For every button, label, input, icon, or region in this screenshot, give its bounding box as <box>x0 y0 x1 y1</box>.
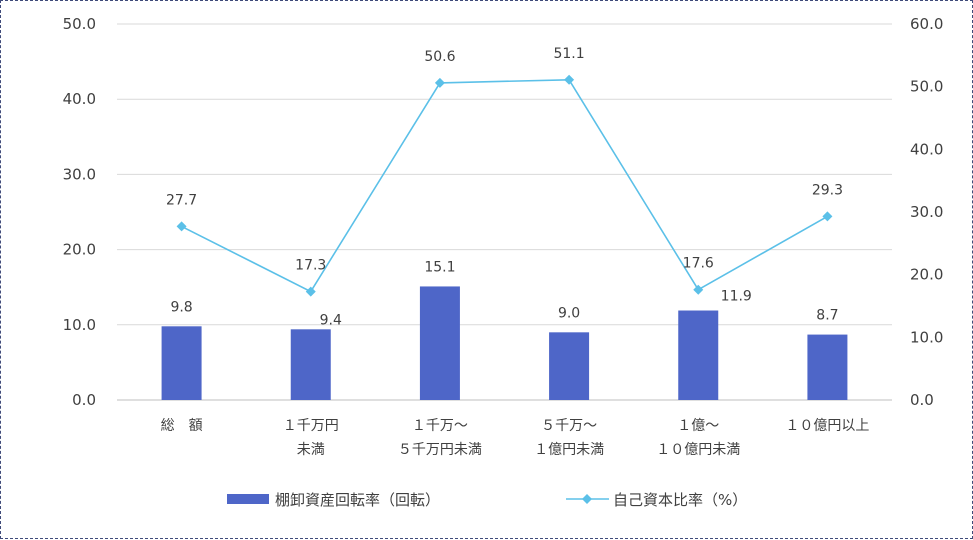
x-category-label: １千万～ <box>412 418 468 434</box>
line-point-diamond <box>305 286 316 297</box>
y-left-tick-label: 30.0 <box>63 165 96 183</box>
bar <box>807 334 848 400</box>
bar <box>290 329 331 400</box>
y-left-tick-label: 10.0 <box>63 316 96 334</box>
y-axis-right: 0.0 10.0 20.0 30.0 40.0 50.0 60.0 <box>910 15 943 409</box>
gridlines <box>117 23 892 401</box>
line-data-label: 29.3 <box>812 182 843 198</box>
y-right-tick-label: 0.0 <box>910 391 934 409</box>
x-category-label: ５千万円未満 <box>398 442 482 458</box>
y-right-tick-label: 40.0 <box>910 140 943 158</box>
line-path <box>181 78 828 293</box>
line-data-labels: 27.7 17.3 50.6 51.1 17.6 29.3 <box>166 46 843 274</box>
x-category-label: １億円未満 <box>534 442 604 458</box>
bar <box>161 326 202 400</box>
line-data-label: 51.1 <box>553 46 584 62</box>
line-series <box>176 74 833 297</box>
bar-data-label: 9.8 <box>170 299 192 315</box>
bar <box>549 332 590 400</box>
legend-marker-diamond-icon <box>582 494 592 504</box>
legend-label-line: 自己資本比率（%） <box>613 491 747 509</box>
bar-series <box>161 286 848 400</box>
x-category-label: １０億円未満 <box>656 442 740 458</box>
x-category-label: １千万円 <box>283 418 339 434</box>
bar-data-label: 9.4 <box>320 312 342 328</box>
y-right-tick-label: 30.0 <box>910 203 943 221</box>
bar <box>419 286 460 400</box>
x-category-label: １０億円以上 <box>785 418 869 434</box>
bar-data-label: 8.7 <box>816 308 838 324</box>
y-right-tick-label: 60.0 <box>910 15 943 33</box>
line-point-diamond <box>564 74 575 85</box>
legend-swatch-bar <box>227 494 269 504</box>
x-category-label: 未満 <box>297 442 325 458</box>
y-left-tick-label: 0.0 <box>72 391 96 409</box>
x-category-label: 総 額 <box>161 418 203 434</box>
bar-data-labels: 9.8 9.4 15.1 9.0 11.9 8.7 <box>170 259 838 328</box>
line-point-diamond <box>822 211 833 222</box>
y-axis-left: 0.0 10.0 20.0 30.0 40.0 50.0 <box>63 15 96 409</box>
line-point-diamond <box>176 221 187 232</box>
y-right-tick-label: 50.0 <box>910 78 943 96</box>
legend: 棚卸資産回転率（回転） 自己資本比率（%） <box>227 491 747 509</box>
line-data-label: 17.6 <box>683 256 714 272</box>
line-data-label: 17.3 <box>295 258 326 274</box>
y-right-tick-label: 20.0 <box>910 266 943 284</box>
legend-label-bar: 棚卸資産回転率（回転） <box>275 491 440 509</box>
bar-data-label: 15.1 <box>424 259 455 275</box>
bar-data-label: 11.9 <box>721 289 752 305</box>
x-category-label: １億～ <box>677 418 719 434</box>
line-point-diamond <box>434 77 445 88</box>
line-point-diamond <box>693 284 704 295</box>
y-left-tick-label: 20.0 <box>63 241 96 259</box>
line-data-label: 50.6 <box>424 49 455 65</box>
bar-data-label: 9.0 <box>558 305 580 321</box>
y-right-tick-label: 10.0 <box>910 328 943 346</box>
line-data-label: 27.7 <box>166 192 197 208</box>
bar <box>678 310 719 400</box>
y-left-tick-label: 40.0 <box>63 90 96 108</box>
x-category-label: ５千万～ <box>541 418 597 434</box>
y-left-tick-label: 50.0 <box>63 15 96 33</box>
